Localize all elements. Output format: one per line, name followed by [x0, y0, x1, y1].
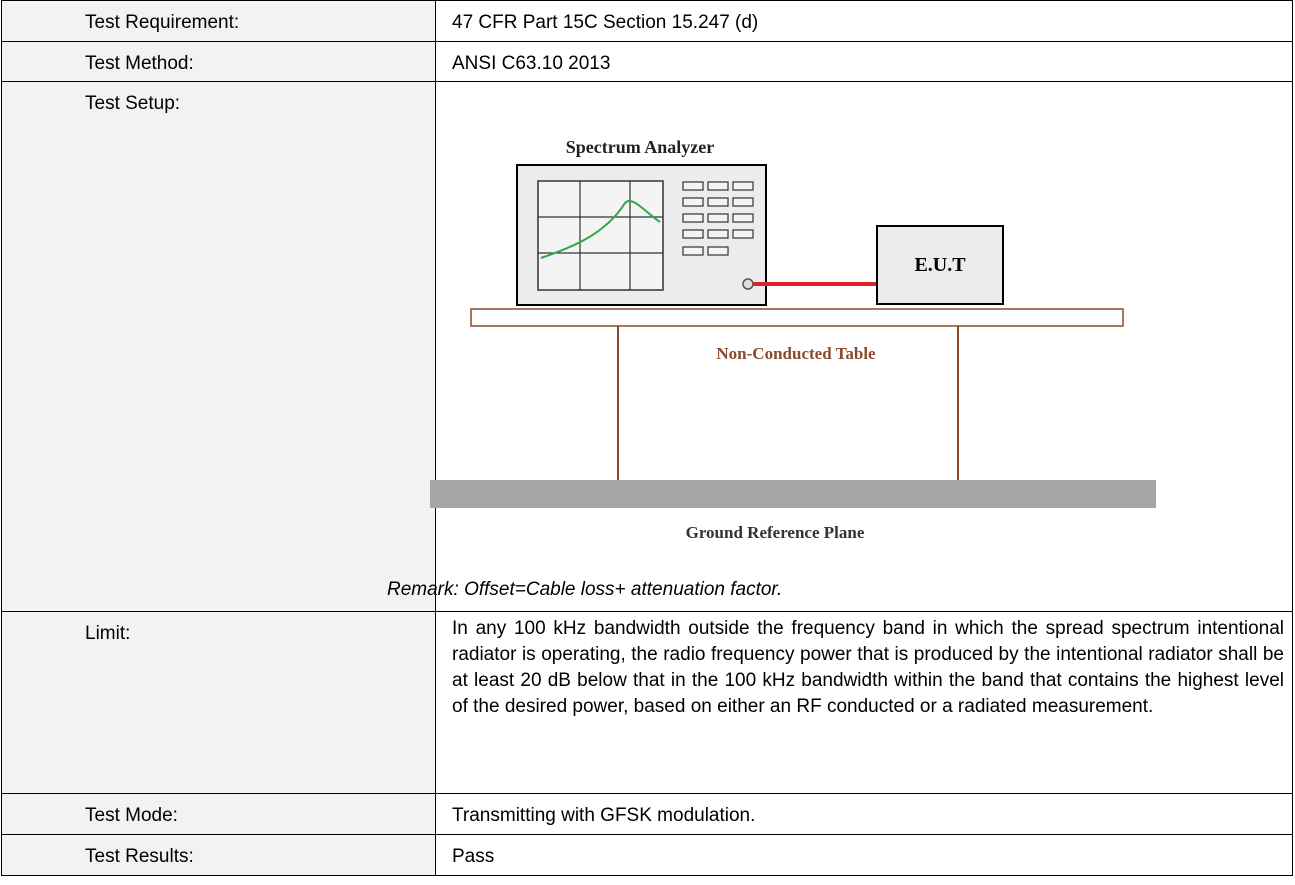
row: Test Method: ANSI C63.10 2013 — [1, 41, 1293, 82]
value: Transmitting with GFSK modulation. — [435, 793, 1293, 835]
row: Test Setup: — [1, 81, 1293, 612]
label: Test Setup: — [1, 81, 436, 612]
row: Test Requirement: 47 CFR Part 15C Sectio… — [1, 0, 1293, 42]
value: Pass — [435, 834, 1293, 876]
value: 47 CFR Part 15C Section 15.247 (d) — [435, 0, 1293, 42]
label: Test Results: — [1, 834, 436, 876]
row: Test Mode: Transmitting with GFSK modula… — [1, 793, 1293, 835]
label: Limit: — [1, 611, 436, 794]
row: Limit: In any 100 kHz bandwidth outside … — [1, 611, 1293, 794]
row: Test Results: Pass — [1, 834, 1293, 876]
value: In any 100 kHz bandwidth outside the fre… — [435, 611, 1293, 794]
setup-cell — [435, 81, 1293, 612]
label: Test Requirement: — [1, 0, 436, 42]
label: Test Method: — [1, 41, 436, 82]
value: ANSI C63.10 2013 — [435, 41, 1293, 82]
label: Test Mode: — [1, 793, 436, 835]
